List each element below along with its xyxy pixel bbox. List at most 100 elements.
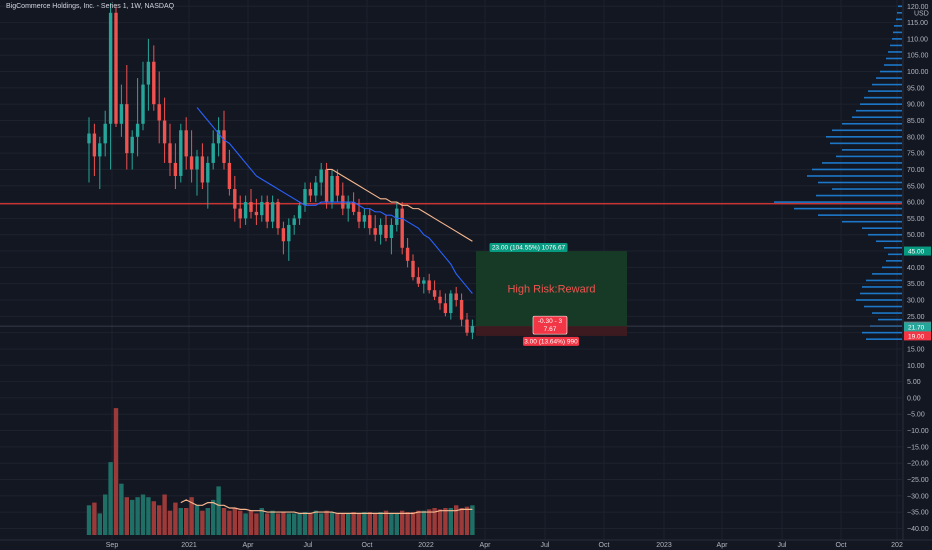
volume-profile-bar: [812, 168, 902, 171]
candle-body: [314, 182, 318, 196]
volume-bar: [200, 510, 205, 535]
x-tick-label: 2022: [418, 542, 434, 549]
volume-bar: [470, 505, 475, 535]
volume-bar: [162, 494, 167, 535]
volume-bar: [86, 505, 92, 535]
volume-profile-bar: [893, 31, 902, 34]
volume-bar: [270, 510, 275, 535]
y-tick-label: 120.00: [907, 4, 929, 11]
volume-profile-bar: [862, 227, 902, 230]
volume-bar: [254, 513, 259, 535]
volume-bar: [427, 509, 432, 535]
price-axis-badge: [904, 246, 931, 256]
volume-profile-bar: [860, 292, 902, 295]
y-tick-label: −30.00: [907, 493, 929, 500]
y-tick-label: −35.00: [907, 510, 929, 517]
y-tick-label: 40.00: [907, 265, 925, 272]
y-tick-label: −5.00: [907, 412, 925, 419]
volume-bar: [265, 513, 270, 535]
candle-body: [152, 61, 156, 105]
volume-profile-bar: [872, 273, 902, 275]
candle-body: [98, 143, 102, 157]
y-tick-label: 110.00: [907, 36, 928, 43]
volume-profile-bar: [890, 44, 902, 47]
volume-profile-bar: [842, 122, 902, 125]
stop-label: 3.00 (13.64%) 990: [524, 338, 578, 345]
x-tick-label: Oct: [599, 542, 610, 549]
y-tick-label: 85.00: [907, 118, 925, 125]
candle-body: [119, 104, 124, 124]
volume-bar: [135, 497, 140, 535]
candle-body: [254, 211, 259, 216]
volume-bar: [313, 510, 318, 535]
candle-body: [195, 156, 199, 170]
sma-slow-line: [326, 168, 473, 242]
x-tick-label: 202: [891, 542, 903, 549]
candle-body: [135, 123, 140, 137]
price-axis-badge: [904, 322, 931, 332]
candle-body: [368, 215, 372, 229]
volume-profile-bar: [898, 5, 902, 8]
candle-body: [362, 215, 367, 222]
volume-profile-bar: [880, 70, 902, 73]
candle-body: [465, 319, 469, 333]
stop-label-badge: [523, 336, 579, 346]
volume-bar: [437, 509, 443, 535]
volume-bar: [130, 499, 135, 535]
volume-bar: [124, 497, 129, 535]
volume-bar: [178, 508, 183, 535]
volume-bar: [194, 505, 200, 535]
volume-profile-bar: [774, 201, 902, 203]
volume-bar: [227, 510, 232, 535]
candle-body: [211, 143, 215, 163]
volume-bar: [335, 513, 340, 535]
volume-bar: [113, 408, 119, 535]
candle-body: [405, 247, 410, 261]
volume-bar: [464, 506, 470, 535]
volume-bar: [367, 512, 372, 535]
volume-profile-bar: [894, 25, 902, 27]
price-axis-badge-label: 21.70: [908, 325, 925, 332]
candle-body: [330, 175, 334, 203]
y-tick-label: 55.00: [907, 216, 925, 223]
candle-body: [216, 130, 221, 144]
volume-profile-bar: [888, 253, 902, 256]
candle-body: [438, 296, 442, 304]
volume-bar: [119, 483, 124, 535]
volume-bar: [405, 512, 410, 535]
candle-body: [157, 104, 161, 121]
volume-profile-bar: [860, 103, 902, 105]
volume-profile-bar: [822, 162, 902, 164]
candle-body: [141, 84, 145, 124]
volume-profile-bar: [864, 305, 902, 308]
volume-bar: [459, 508, 464, 535]
candle-body: [162, 120, 167, 144]
volume-profile-bar: [876, 240, 902, 243]
candle-body: [357, 211, 361, 222]
x-tick-label: Jul: [541, 542, 550, 549]
volume-bar: [340, 513, 345, 535]
volume-profile-bar: [866, 338, 902, 340]
y-tick-label: 90.00: [907, 102, 925, 109]
volume-profile-bar: [862, 286, 902, 288]
center-label-line-2: 7.67: [544, 326, 557, 333]
volume-bar: [146, 497, 151, 535]
candle-body: [281, 228, 286, 242]
volume-profile-bar: [852, 116, 902, 119]
profit-zone: [476, 251, 627, 327]
center-label-badge: [532, 315, 568, 335]
candle-body: [179, 130, 183, 176]
candle-body: [103, 123, 107, 144]
candle-body: [270, 202, 275, 222]
y-tick-label: −20.00: [907, 461, 929, 468]
x-tick-label: Jul: [778, 542, 787, 549]
candle-body: [125, 104, 129, 154]
volume-profile-bar: [864, 96, 902, 99]
candle-body: [292, 218, 296, 225]
volume-bar: [184, 508, 189, 535]
candle-body: [373, 228, 377, 235]
y-tick-label: −15.00: [907, 444, 929, 451]
center-label-line-1: -0.30 - 3: [538, 318, 563, 325]
